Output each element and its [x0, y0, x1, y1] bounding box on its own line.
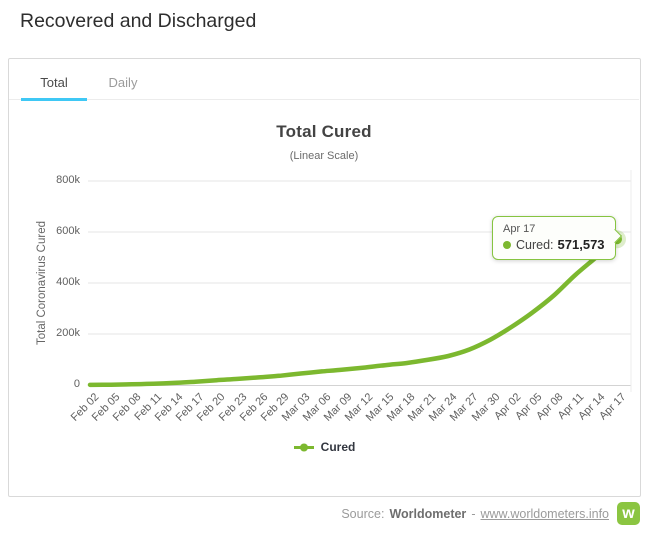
legend-line-marker-icon	[293, 443, 314, 451]
source-link[interactable]: www.worldometers.info	[480, 506, 609, 521]
tooltip-series-row: Cured: 571,573	[503, 237, 605, 252]
y-tick-label: 600k	[56, 225, 80, 237]
tooltip-date: Apr 17	[503, 223, 536, 235]
legend-item-cured[interactable]: Cured	[9, 440, 639, 454]
tab-total[interactable]: Total	[40, 75, 68, 90]
y-tick-label: 0	[73, 378, 80, 390]
source-separator: -	[471, 506, 476, 521]
tab-bar: Total Daily	[9, 59, 639, 101]
cured-series-line	[87, 236, 620, 388]
legend-label: Cured	[320, 440, 356, 454]
tooltip-series-name: Cured:	[516, 237, 554, 252]
tab-daily[interactable]: Daily	[108, 75, 138, 90]
source-name: Worldometer	[389, 506, 467, 521]
chart-tooltip: Apr 17 Cured: 571,573	[492, 216, 623, 260]
tooltip-value: 571,573	[557, 237, 605, 252]
y-tick-label: 200k	[56, 327, 80, 339]
chart-panel	[8, 58, 641, 497]
active-tab-underline	[21, 98, 87, 101]
chart-title: Total Cured	[276, 122, 372, 141]
page-title: Recovered and Discharged	[20, 10, 257, 32]
y-tick-label: 400k	[56, 276, 80, 288]
chart-subtitle: (Linear Scale)	[289, 150, 359, 162]
worldometer-logo-icon[interactable]: w	[617, 502, 640, 525]
series-bullet-icon	[503, 240, 511, 249]
source-footer: Source: Worldometer - www.worldometers.i…	[341, 501, 640, 526]
source-label: Source:	[341, 506, 385, 521]
y-tick-label: 800k	[56, 174, 80, 186]
